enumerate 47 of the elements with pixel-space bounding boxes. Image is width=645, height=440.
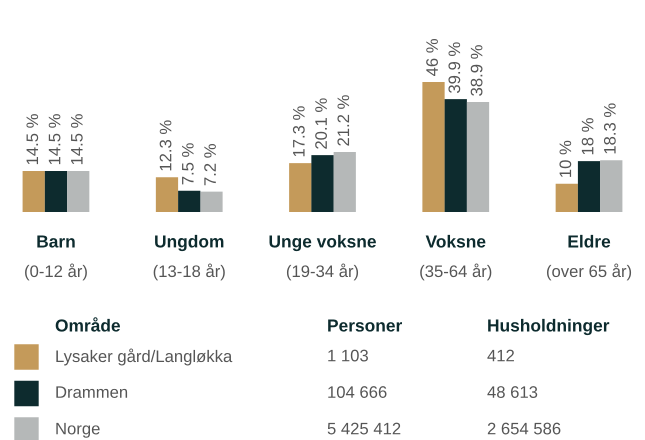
bar: [311, 155, 334, 212]
data-label: 18.3 %: [604, 103, 616, 154]
bar: [178, 190, 200, 212]
x-tick-label: Ungdom (13-18 år): [154, 234, 225, 280]
data-label: 18 %: [582, 118, 594, 154]
text: Personer: [328, 320, 402, 332]
text: 48 613: [487, 386, 538, 398]
legend-label: Drammen: [56, 386, 128, 398]
data-label: 20.1 %: [315, 98, 327, 149]
x-tick-label: Barn (0-12 år): [25, 236, 87, 280]
data-label: 38.9 %: [470, 45, 482, 96]
legend-title: Område: [56, 317, 120, 332]
x-tick-label: Unge voksne (19-34 år): [270, 234, 376, 280]
bar: [289, 163, 312, 212]
legend-label: Lysaker gård/Langløkka: [56, 348, 232, 366]
data-label: 7.2 %: [204, 144, 216, 186]
data-label: 14.5 %: [70, 114, 83, 164]
legend-label: Norge: [56, 422, 100, 438]
bar: [444, 99, 467, 212]
data-label: 10 %: [559, 140, 572, 177]
bar: [44, 171, 68, 212]
bar: [556, 184, 578, 212]
data-label: 7.5 %: [182, 143, 194, 184]
bar: [600, 160, 622, 212]
bar: [22, 171, 45, 212]
data-label: 21.2 %: [337, 95, 350, 146]
x-tick-label: Eldre (over 65 år): [546, 234, 632, 280]
data-label: 14.5 %: [26, 114, 38, 164]
text: 5 425 412: [328, 422, 400, 434]
bar: [466, 102, 490, 212]
bar: [578, 161, 600, 212]
text: 104 666: [328, 386, 387, 398]
bar: [334, 152, 356, 212]
text: Husholdninger: [488, 318, 610, 336]
bar: [156, 177, 178, 212]
data-label: 17.3 %: [292, 106, 305, 156]
data-label: 12.3 %: [160, 120, 172, 170]
text: 412: [487, 350, 514, 362]
bar: [200, 192, 223, 212]
data-label: 46 %: [426, 38, 438, 76]
text: 1 103: [328, 350, 368, 362]
text: 2 654 586: [488, 422, 560, 434]
data-label: 14.5 %: [48, 114, 60, 164]
data-label: 39.9 %: [448, 42, 460, 93]
bar: [422, 82, 445, 212]
x-tick-label: Voksne (35-64 år): [420, 234, 492, 280]
bar: [67, 171, 90, 212]
